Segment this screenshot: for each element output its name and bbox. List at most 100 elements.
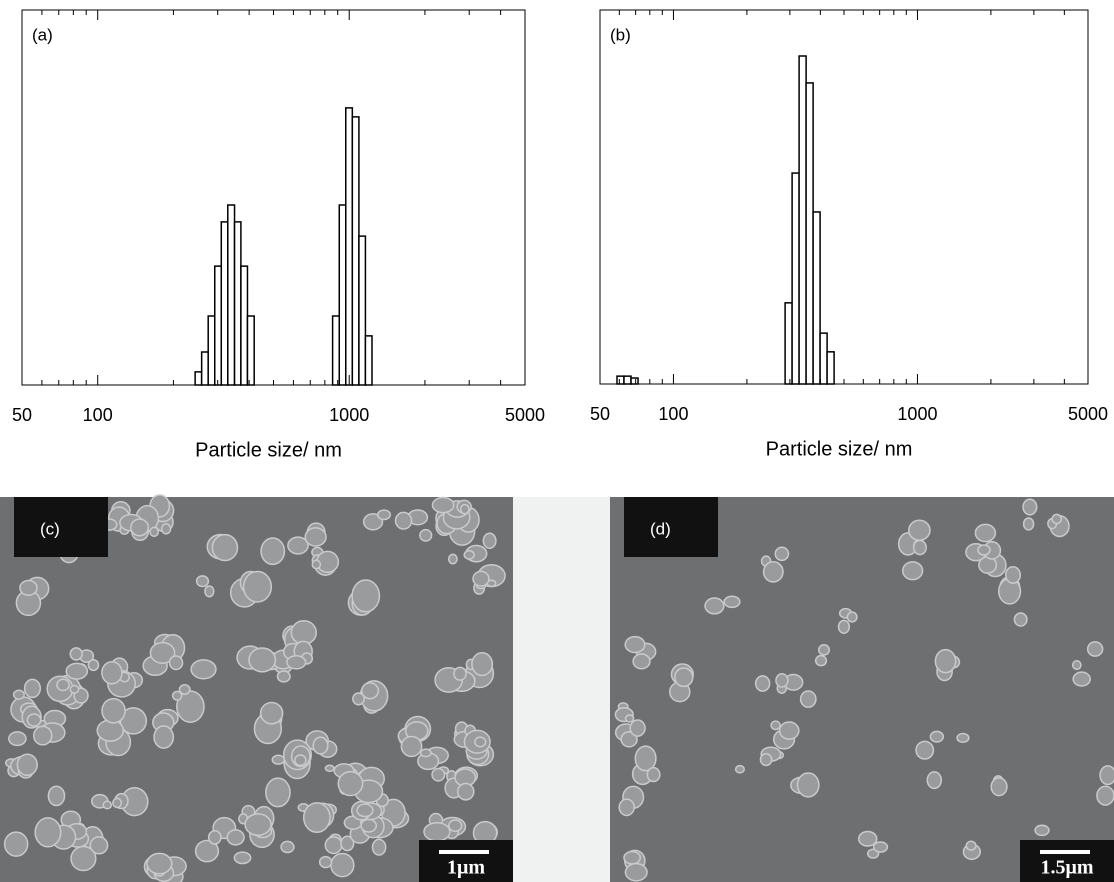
particle [634,745,657,772]
bar [345,107,354,386]
particle [723,595,741,609]
particle [624,635,646,654]
particle [778,721,800,740]
plot-frame [599,9,1089,385]
particle [447,553,458,565]
particle [3,831,29,857]
bar [826,351,835,385]
particle [360,682,380,700]
bar [331,315,341,386]
particle [12,689,25,700]
particle [704,597,725,615]
particle [242,570,273,603]
particle [26,713,42,727]
particle [102,800,113,810]
particle [431,767,446,782]
particle [23,678,42,699]
bar [791,172,800,385]
particle [872,841,889,853]
particle [775,673,789,688]
particle [817,643,831,656]
particle [226,829,245,846]
particle [977,544,991,556]
particle [69,647,83,661]
bar [616,375,625,385]
particle [312,736,329,755]
particle [814,654,828,667]
particle [1096,785,1114,806]
particle [153,725,175,749]
particle [624,714,635,723]
particle [311,559,322,570]
particle [87,659,100,672]
particle [130,518,150,537]
particle [471,651,494,677]
particle [1022,498,1038,516]
particle [474,736,487,748]
particle [244,813,272,836]
particle [837,619,851,634]
x-tick-label: 1000 [897,404,937,424]
particle [287,536,309,555]
particle [762,560,784,583]
particle [1013,612,1028,627]
particle [34,817,62,848]
particle [646,766,661,783]
particle [65,662,89,680]
particle [934,648,957,674]
particle [908,519,931,542]
particle [463,549,475,560]
particle [259,701,284,725]
particle [419,528,433,542]
particle [304,527,327,547]
particle [1034,824,1050,837]
particle [929,730,945,743]
scale-label: 1.5μm [1041,857,1094,879]
particle [774,546,790,562]
particle [32,725,53,746]
bar [227,204,236,386]
particle [260,537,286,566]
bar [240,265,249,386]
particle [47,785,66,807]
particle [351,579,381,613]
particle [1086,641,1104,657]
particle [146,852,173,875]
particle [956,732,970,744]
particle [453,666,467,681]
particle [178,684,191,695]
label-box [624,497,718,557]
bar [819,332,828,385]
particle [423,821,451,842]
particle [901,561,924,581]
particle [233,851,252,865]
scale-label: 1μm [447,857,485,879]
bar [351,116,360,386]
particle [330,852,355,878]
particle [302,802,331,834]
particle [248,647,277,673]
x-tick-label: 100 [658,404,688,424]
particle [101,660,123,685]
particle [280,840,295,854]
bar [623,375,632,385]
particle [70,845,97,872]
particle [194,839,220,863]
particle [799,690,817,709]
particle [632,653,651,670]
panel-label: (b) [610,25,631,44]
particle [371,838,387,856]
panel-label: (d) [650,519,671,538]
bar [246,315,255,386]
particle [674,667,694,688]
bar [220,221,229,386]
label-box [14,497,108,557]
particle [171,690,183,701]
particle [1051,513,1063,525]
bar [798,55,807,385]
x-tick-label: 1000 [329,405,369,425]
particle [770,720,781,731]
x-tick-label: 50 [12,405,32,425]
particle [168,655,184,671]
